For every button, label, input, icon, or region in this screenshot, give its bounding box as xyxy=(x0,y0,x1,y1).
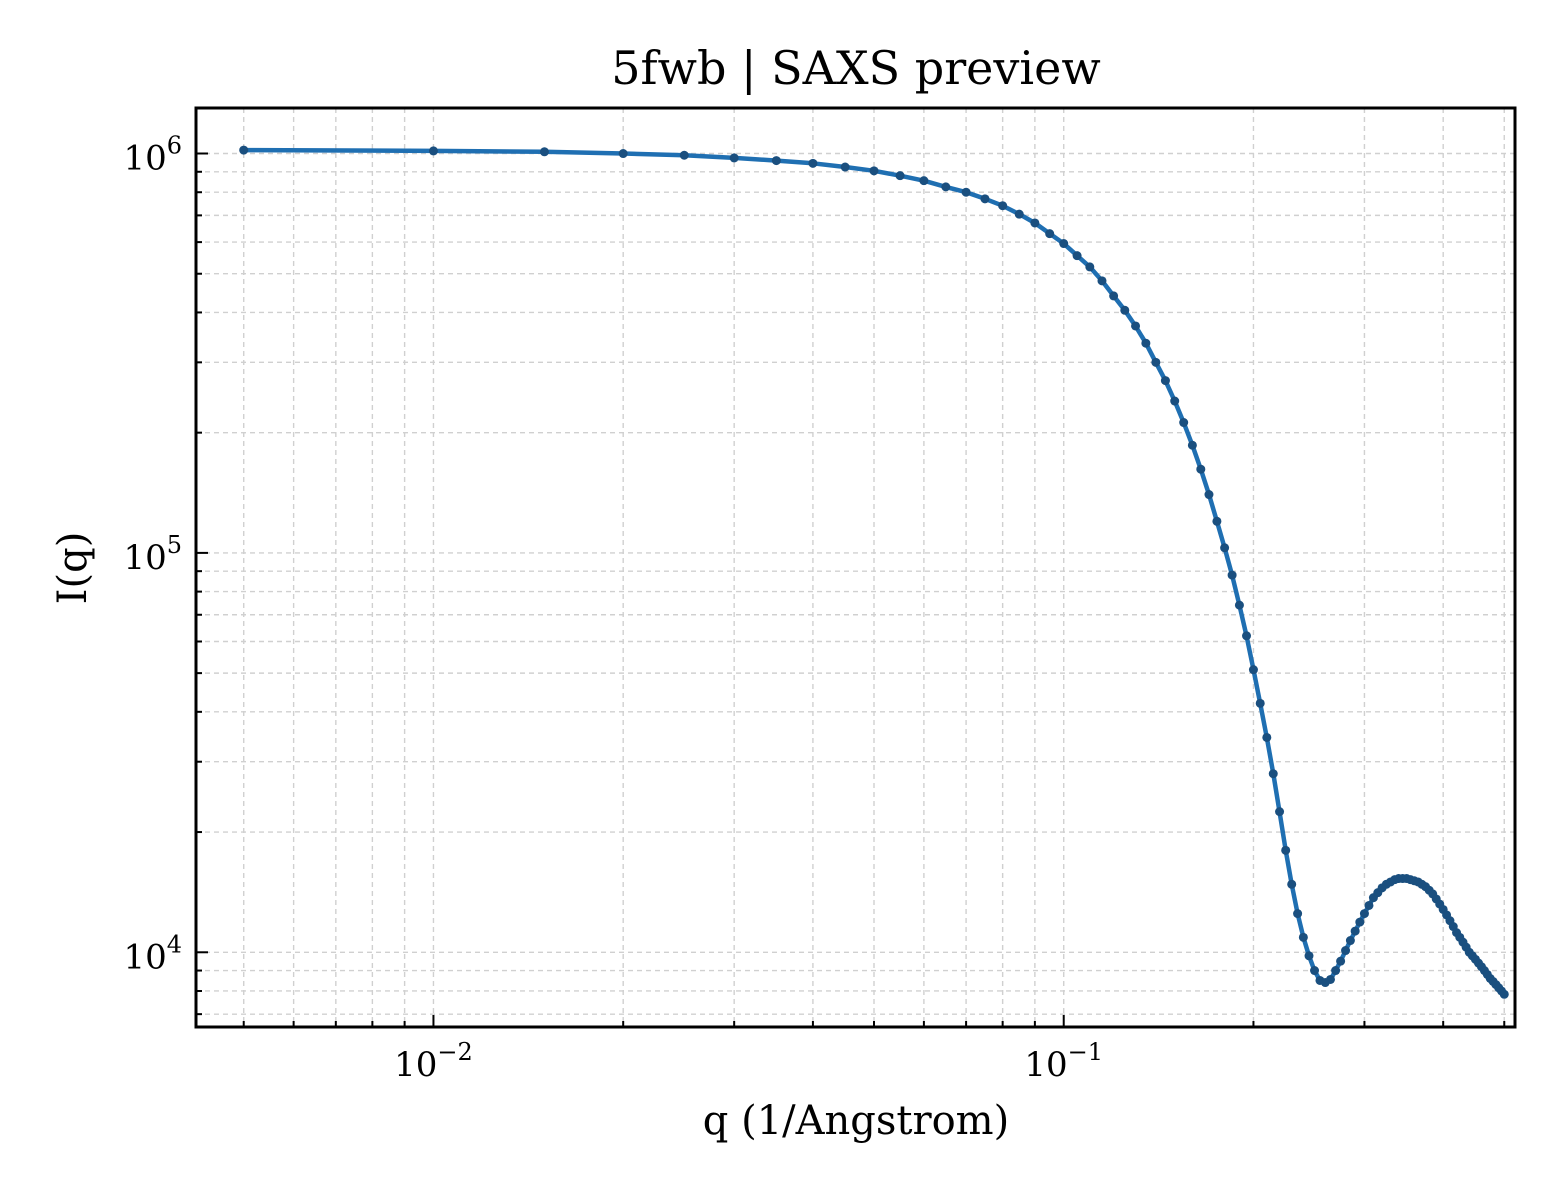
data-point xyxy=(239,145,249,155)
data-point xyxy=(1293,909,1303,919)
data-point xyxy=(1045,229,1055,239)
y-tick-label: 104 xyxy=(123,930,182,977)
y-tick-label: 106 xyxy=(123,132,182,179)
data-point xyxy=(428,146,438,156)
plot-frame xyxy=(194,106,1517,1029)
data-point xyxy=(1204,490,1214,500)
data-point xyxy=(1141,338,1151,348)
data-point xyxy=(1131,321,1141,331)
data-point xyxy=(1255,698,1265,708)
data-point xyxy=(1059,239,1069,249)
data-point xyxy=(1212,516,1222,526)
data-point xyxy=(1160,376,1170,386)
x-tick-label: 10−2 xyxy=(394,1038,473,1085)
axis-ticks: 10−2 10−1 104 105 106 xyxy=(123,132,1506,1085)
data-point xyxy=(1170,396,1180,406)
data-point xyxy=(618,149,628,159)
data-point xyxy=(1341,946,1351,956)
data-point xyxy=(961,187,971,197)
data-point xyxy=(1242,631,1252,641)
data-point xyxy=(1097,276,1107,286)
grid-lines xyxy=(196,108,1515,1027)
data-point xyxy=(729,153,739,163)
data-point xyxy=(1499,989,1509,999)
data-point xyxy=(1310,966,1320,976)
data-point xyxy=(1359,909,1369,919)
data-point xyxy=(895,171,905,181)
data-point xyxy=(1220,543,1230,553)
data-point xyxy=(919,176,929,186)
data-point xyxy=(1355,917,1365,927)
data-point xyxy=(1364,900,1374,910)
data-series xyxy=(239,145,1509,999)
data-point xyxy=(1275,807,1285,817)
y-tick-label: 105 xyxy=(123,531,182,578)
data-point xyxy=(539,147,549,157)
data-point xyxy=(771,156,781,166)
data-point xyxy=(1287,879,1297,889)
data-point xyxy=(1248,665,1258,675)
data-point xyxy=(1196,464,1206,474)
data-point xyxy=(1345,936,1355,946)
data-point xyxy=(1014,209,1024,219)
data-point xyxy=(1085,262,1095,272)
data-point xyxy=(1336,956,1346,966)
data-point xyxy=(1072,251,1082,261)
data-point xyxy=(869,166,879,176)
data-point xyxy=(1151,357,1161,367)
data-point xyxy=(1350,926,1360,936)
data-point xyxy=(1227,570,1237,580)
data-point xyxy=(1281,845,1291,855)
data-point xyxy=(1120,305,1130,315)
chart-title: 5fwb | SAXS preview xyxy=(611,41,1100,95)
data-point xyxy=(1234,600,1244,610)
data-point xyxy=(1304,951,1314,961)
data-point xyxy=(808,158,818,168)
y-axis-label: I(q) xyxy=(50,532,96,605)
data-point xyxy=(1109,291,1119,301)
data-point xyxy=(1331,966,1341,976)
data-point xyxy=(980,194,990,204)
x-tick-label: 10−1 xyxy=(1024,1038,1103,1085)
data-point xyxy=(1262,732,1272,742)
data-point xyxy=(941,182,951,192)
data-point xyxy=(998,201,1008,211)
data-point xyxy=(1298,932,1308,942)
data-point xyxy=(1268,769,1278,779)
data-point xyxy=(679,150,689,160)
x-axis-label: q (1/Angstrom) xyxy=(703,1098,1009,1144)
data-point xyxy=(1187,440,1197,450)
data-point xyxy=(1325,974,1335,984)
data-point xyxy=(1179,418,1189,428)
data-point xyxy=(840,162,850,172)
data-point xyxy=(1030,218,1040,228)
